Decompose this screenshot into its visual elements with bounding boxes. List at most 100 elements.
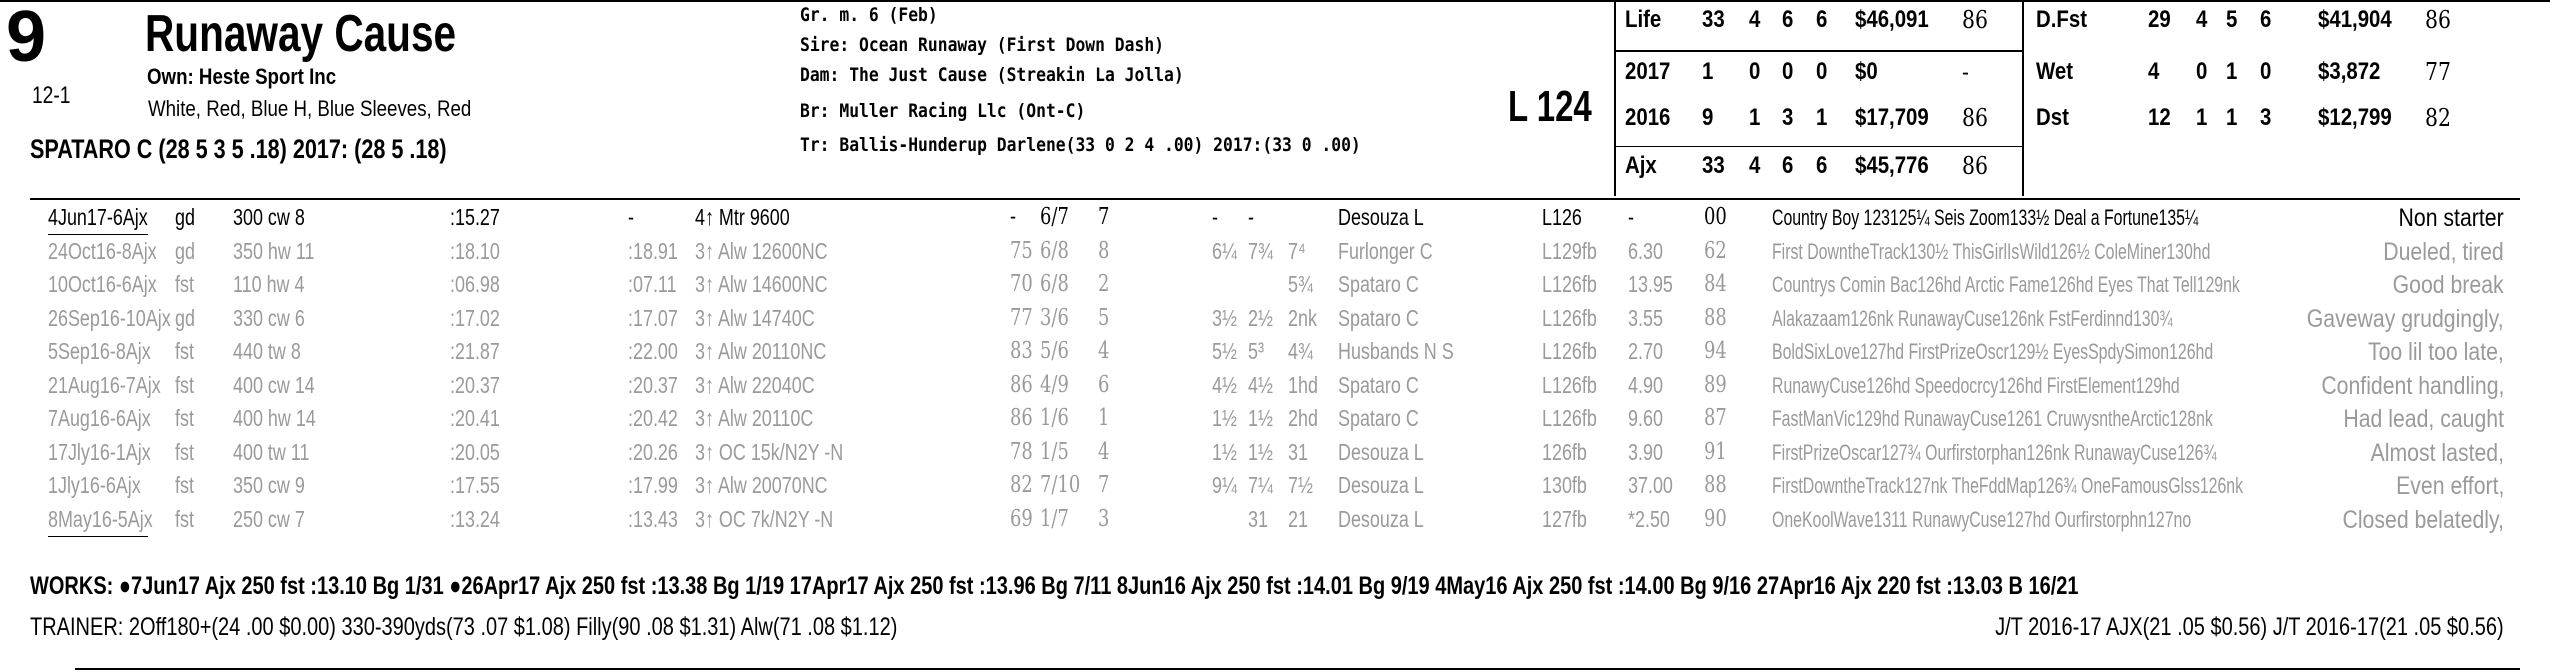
pp-race: 3↑ Alw 14600NC xyxy=(695,271,828,297)
pp-distance: 250 cw 7 xyxy=(233,505,305,532)
pp-odds: - xyxy=(1628,204,1634,230)
record-shows: 6 xyxy=(1816,6,1828,33)
pp-comment: FastManVic129hd RunawayCuse1261 Cruwysnt… xyxy=(1772,406,2213,431)
pp-speed-fig: 70 xyxy=(1010,271,1033,297)
record-starts: 12 xyxy=(2148,104,2171,131)
pp-time1: :17.02 xyxy=(450,304,500,331)
pp-jockey: Desouza L xyxy=(1338,438,1424,465)
pp-speed-rating: 91 xyxy=(1704,438,1727,465)
program-number: 9 xyxy=(6,0,47,77)
pp-speed-fig: 86 xyxy=(1010,405,1033,431)
pp-track-cond: fst xyxy=(175,271,194,297)
pp-call1: 1½ xyxy=(1212,438,1237,465)
pp-time1: :15.27 xyxy=(450,204,500,230)
pp-odds: 3.55 xyxy=(1628,304,1663,331)
pp-distance: 400 tw 11 xyxy=(233,438,310,465)
pp-call1: 6¼ xyxy=(1212,237,1237,264)
pp-time2: :20.26 xyxy=(628,438,678,465)
pp-jockey: Spataro C xyxy=(1338,405,1419,431)
pp-race: 3↑ Alw 12600NC xyxy=(695,237,828,264)
pp-speed-rating: 88 xyxy=(1704,304,1727,331)
record-places: 0 xyxy=(1782,58,1794,85)
pp-speed-rating: 90 xyxy=(1704,505,1727,532)
pp-call2: - xyxy=(1248,204,1254,230)
record-places: 6 xyxy=(1782,152,1794,179)
pp-section-rule xyxy=(30,198,2520,200)
pp-speed-fig: 86 xyxy=(1010,371,1033,398)
pp-odds: 13.95 xyxy=(1628,271,1673,297)
record-fig: 77 xyxy=(2425,58,2451,86)
jockey-trainer-stats: J/T 2016-17 AJX(21 .05 $0.56) J/T 2016-1… xyxy=(1995,613,2504,641)
record-shows: 0 xyxy=(1816,58,1828,85)
pp-call1: 4½ xyxy=(1212,371,1237,398)
pp-jockey: Desouza L xyxy=(1338,505,1424,532)
top-rule xyxy=(0,0,2550,2)
record-wins: 4 xyxy=(2196,6,2208,33)
pp-finish: 5¾ xyxy=(1288,271,1313,297)
pp-date: 8May16-5Ajx xyxy=(48,505,153,532)
pp-call2: 7¼ xyxy=(1248,472,1273,498)
pp-race: 3↑ Alw 14740C xyxy=(695,304,815,331)
pp-time1: :06.98 xyxy=(450,271,500,297)
pp-time2: :22.00 xyxy=(628,338,678,364)
pp-weight: 127fb xyxy=(1542,505,1587,532)
record-earnings: $41,904 xyxy=(2318,6,2392,33)
pp-race: 3↑ Alw 20110C xyxy=(695,405,814,431)
pp-finish: 2nk xyxy=(1288,304,1317,331)
works-line: WORKS: ●7Jun17 Ajx 250 fst :13.10 Bg 1/3… xyxy=(30,572,2079,600)
pp-start: 7 xyxy=(1098,472,1110,498)
pp-weight: L126fb xyxy=(1542,405,1597,431)
pp-remark: Gaveway grudgingly, xyxy=(2307,304,2504,333)
pp-finish: 4¾ xyxy=(1288,338,1313,364)
pp-separator xyxy=(48,536,148,537)
trainer: Tr: Ballis-Hunderup Darlene(33 0 2 4 .00… xyxy=(800,134,1361,156)
pp-start: 8 xyxy=(1098,237,1110,264)
record-label: Life xyxy=(1625,6,1662,33)
record-places: 1 xyxy=(2226,58,2238,85)
record-box-line xyxy=(1614,146,2022,147)
pp-speed-rating: 88 xyxy=(1704,472,1727,498)
pp-odds: 4.90 xyxy=(1628,371,1663,398)
record-label: 2017 xyxy=(1625,58,1671,85)
pp-distance: 350 cw 9 xyxy=(233,472,305,498)
pp-post: 3/6 xyxy=(1040,304,1069,331)
pp-date: 17Jly16-1Ajx xyxy=(48,438,151,465)
pp-time2: :07.11 xyxy=(628,271,677,297)
pp-race: 3↑ OC 15k/N2Y -N xyxy=(695,438,844,465)
pp-speed-fig: 82 xyxy=(1010,472,1033,498)
pp-speed-fig: 75 xyxy=(1010,237,1033,264)
pp-time2: :13.43 xyxy=(628,505,678,532)
record-shows: 6 xyxy=(1816,152,1828,179)
pp-time1: :20.37 xyxy=(450,371,500,398)
pp-weight: L126fb xyxy=(1542,304,1597,331)
record-starts: 29 xyxy=(2148,6,2171,33)
pp-comment: Alakazaam126nk RunawayCuse126nk FstFerdi… xyxy=(1772,305,2173,331)
record-fig: - xyxy=(1962,58,1969,86)
pp-start: 4 xyxy=(1098,338,1110,364)
record-wins: 0 xyxy=(2196,58,2208,85)
pp-time1: :18.10 xyxy=(450,237,500,264)
pp-call2: 1½ xyxy=(1248,405,1273,431)
pp-distance: 330 cw 6 xyxy=(233,304,305,331)
pp-odds: 9.60 xyxy=(1628,405,1663,431)
pp-start: 7 xyxy=(1098,204,1110,230)
pp-post: 5/6 xyxy=(1040,338,1069,364)
pp-call2: 31 xyxy=(1248,505,1268,532)
pp-post: 6/8 xyxy=(1040,237,1069,264)
pp-call1: 1½ xyxy=(1212,405,1237,431)
pp-remark: Closed belatedly, xyxy=(2342,505,2504,534)
pp-post: 1/7 xyxy=(1040,505,1069,532)
pp-speed-rating: 87 xyxy=(1704,405,1727,431)
record-label: Dst xyxy=(2036,104,2069,131)
pp-jockey: Spataro C xyxy=(1338,371,1419,398)
bottom-rule xyxy=(75,668,2520,670)
record-box-mid xyxy=(2022,0,2024,196)
pp-date: 26Sep16-10Ajx xyxy=(48,304,171,331)
record-fig: 82 xyxy=(2425,104,2451,132)
record-fig: 86 xyxy=(2425,6,2451,34)
pp-odds: 37.00 xyxy=(1628,472,1673,498)
pp-date: 24Oct16-8Ajx xyxy=(48,237,157,264)
pp-odds: 2.70 xyxy=(1628,338,1663,364)
pp-separator xyxy=(48,234,148,235)
pp-start: 6 xyxy=(1098,371,1110,398)
